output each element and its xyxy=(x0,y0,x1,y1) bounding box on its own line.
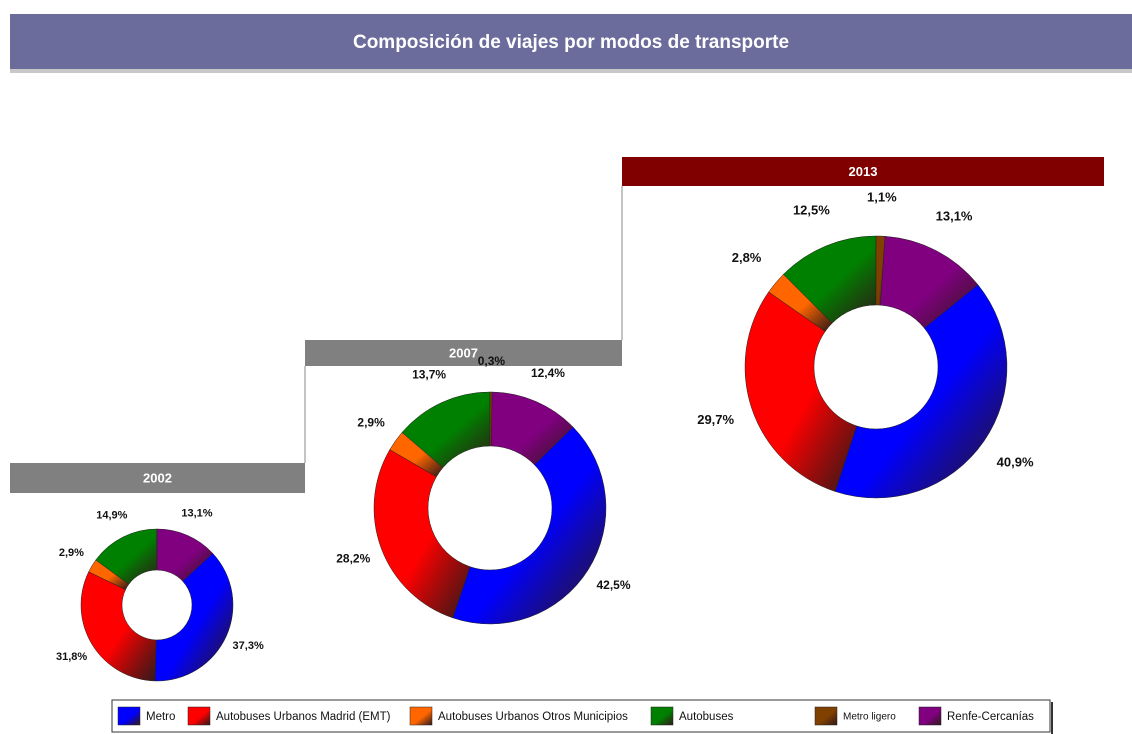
donut-segment xyxy=(155,553,233,681)
data-label: 13,1% xyxy=(181,507,212,519)
data-label: 29,7% xyxy=(697,412,734,427)
legend-label: Autobuses Urbanos Madrid (EMT) xyxy=(216,711,391,723)
data-label: 28,2% xyxy=(336,551,370,565)
legend-label: Autobuses Urbanos Otros Municipios xyxy=(438,711,628,723)
data-label: 12,5% xyxy=(793,202,830,217)
donut-segment xyxy=(374,450,470,618)
chart-title: 2013 xyxy=(849,164,878,179)
banner-shadow xyxy=(10,69,1132,73)
data-label: 12,4% xyxy=(531,366,565,380)
legend-label: Metro ligero xyxy=(843,712,896,723)
data-label: 40,9% xyxy=(997,454,1034,469)
data-label: 1,1% xyxy=(867,190,897,205)
data-label: 0,3% xyxy=(478,354,506,368)
legend-label: Autobuses xyxy=(679,711,734,723)
data-label: 14,9% xyxy=(96,510,127,522)
legend-swatch xyxy=(815,707,837,725)
data-label: 42,5% xyxy=(597,578,631,592)
data-label: 13,1% xyxy=(936,209,973,224)
legend-swatch xyxy=(919,707,941,725)
data-label: 2,9% xyxy=(357,415,385,429)
legend-label: Renfe-Cercanías xyxy=(947,711,1034,723)
data-label: 37,3% xyxy=(233,640,264,652)
donut-segment xyxy=(745,292,857,492)
page: Composición de viajes por modos de trans… xyxy=(0,0,1132,734)
data-label: 13,7% xyxy=(412,367,446,381)
chart-title: 2007 xyxy=(449,345,478,360)
page-title: Composición de viajes por modos de trans… xyxy=(353,32,789,53)
donut-segment xyxy=(81,572,156,681)
data-label: 31,8% xyxy=(56,651,87,663)
legend-swatch xyxy=(410,707,432,725)
legend-swatch xyxy=(118,707,140,725)
chart-title: 2002 xyxy=(143,470,172,485)
data-label: 2,9% xyxy=(59,547,84,559)
legend-swatch xyxy=(651,707,673,725)
legend-label: Metro xyxy=(146,711,175,723)
legend-swatch xyxy=(188,707,210,725)
data-label: 2,8% xyxy=(732,250,762,265)
